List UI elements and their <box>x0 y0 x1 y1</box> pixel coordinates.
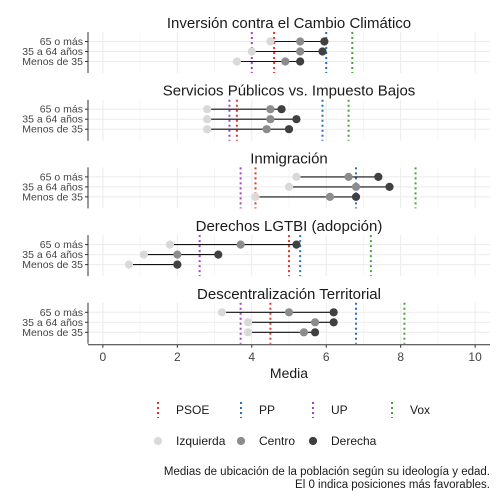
point-centro <box>310 318 320 327</box>
legend-key-centro <box>236 436 246 446</box>
y-tick-label: 65 o más <box>40 307 83 319</box>
x-tick-label: 2 <box>174 350 181 364</box>
point-centro <box>266 105 275 114</box>
legend-label-up: UP <box>331 403 348 417</box>
point-izquierda <box>165 240 174 249</box>
x-axis-title: Media <box>270 365 308 381</box>
point-izquierda <box>284 182 294 191</box>
point-centro <box>266 115 275 124</box>
point-centro <box>351 182 361 191</box>
point-derecha <box>385 182 394 191</box>
point-izquierda <box>243 328 253 337</box>
y-tick-label: Menos de 35 <box>22 259 83 271</box>
point-izquierda <box>217 308 227 317</box>
y-tick-label: Menos de 35 <box>22 56 83 68</box>
panel-title-inmigracion: Inmigración <box>250 150 328 167</box>
point-izquierda <box>203 105 212 114</box>
x-tick-label: 8 <box>397 350 404 364</box>
point-centro <box>262 125 271 134</box>
y-tick-label: 65 o más <box>40 239 83 251</box>
point-izquierda <box>203 115 212 124</box>
legend-key-izquierda <box>153 436 163 446</box>
y-tick-label: 35 a 64 años <box>22 181 83 193</box>
legend-label-centro: Centro <box>259 434 295 448</box>
y-tick-label: Menos de 35 <box>22 191 83 203</box>
point-derecha <box>292 240 301 249</box>
point-derecha <box>173 260 182 269</box>
legend-label-vox: Vox <box>410 403 430 417</box>
x-tick-label: 10 <box>468 350 482 364</box>
y-tick-label: 35 a 64 años <box>22 317 83 329</box>
point-derecha <box>374 172 383 181</box>
point-centro <box>325 192 335 201</box>
point-centro <box>299 328 308 337</box>
y-tick-label: Menos de 35 <box>22 327 83 339</box>
panel-title-inversion-contra-el-cambio-climatico: Inversión contra el Cambio Climático <box>167 15 411 32</box>
y-tick-label: Menos de 35 <box>22 124 83 136</box>
legend-key-derecha <box>308 436 318 446</box>
point-centro <box>173 250 182 259</box>
point-izquierda <box>247 47 256 56</box>
point-derecha <box>296 57 305 66</box>
point-izquierda <box>203 125 212 134</box>
point-centro <box>344 172 353 181</box>
panel-title-servicios-publicos-vs-impuesto-bajos: Servicios Públicos vs. Impuesto Bajos <box>163 83 416 100</box>
y-tick-label: 35 a 64 años <box>22 46 83 58</box>
point-derecha <box>284 125 294 134</box>
x-tick-label: 4 <box>248 350 255 364</box>
legend-label-psoe: PSOE <box>176 403 209 417</box>
y-tick-label: 65 o más <box>40 171 83 183</box>
point-derecha <box>329 308 338 317</box>
panel-title-descentralizacion-territorial: Descentralización Territorial <box>197 286 381 303</box>
point-izquierda <box>243 318 253 327</box>
point-derecha <box>318 47 327 56</box>
caption-line: El 0 indica posiciones más favorables. <box>295 479 490 491</box>
point-derecha <box>351 192 361 201</box>
point-centro <box>236 240 245 249</box>
legend-label-izquierda: Izquierda <box>176 434 226 448</box>
x-tick-label: 0 <box>100 350 107 364</box>
panel-title-derechos-lgtbi-adopcion: Derechos LGTBI (adopción) <box>196 218 383 235</box>
legend-label-derecha: Derecha <box>331 434 377 448</box>
point-derecha <box>214 250 223 259</box>
point-derecha <box>292 115 301 124</box>
point-derecha <box>329 318 338 327</box>
legend-label-pp: PP <box>259 403 275 417</box>
point-izquierda <box>232 57 241 66</box>
point-izquierda <box>266 37 275 46</box>
caption-line: Medias de ubicación de la población segú… <box>164 466 490 478</box>
y-tick-label: 65 o más <box>40 36 83 48</box>
point-centro <box>296 47 305 56</box>
point-centro <box>284 308 294 317</box>
point-izquierda <box>124 260 134 269</box>
point-derecha <box>277 105 286 114</box>
point-izquierda <box>251 192 260 201</box>
y-tick-label: 35 a 64 años <box>22 114 83 126</box>
x-tick-label: 6 <box>323 350 330 364</box>
point-izquierda <box>139 250 148 259</box>
y-tick-label: 65 o más <box>40 104 83 116</box>
point-izquierda <box>292 172 301 181</box>
point-derecha <box>320 37 329 46</box>
y-tick-label: 35 a 64 años <box>22 249 83 261</box>
point-centro <box>281 57 290 66</box>
point-centro <box>296 37 305 46</box>
point-derecha <box>310 328 320 337</box>
